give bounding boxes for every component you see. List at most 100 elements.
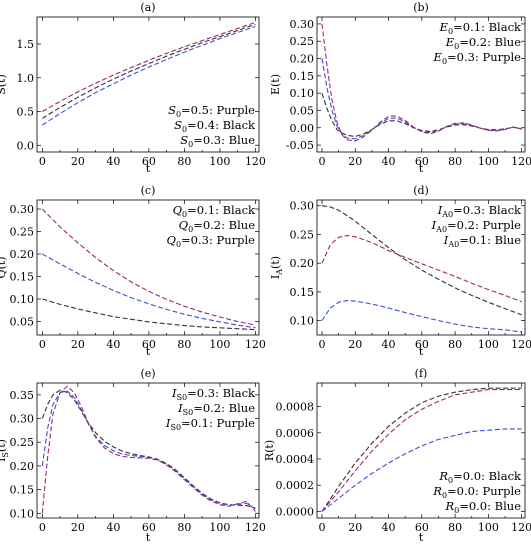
series-line-blue [41, 390, 256, 510]
x-axis-label: t [419, 345, 424, 358]
x-axis-label: t [419, 531, 424, 544]
y-tick-label: 0.35 [10, 389, 35, 402]
series-line-black [321, 205, 522, 316]
y-tick-label: 0.10 [290, 87, 315, 100]
legend-entry: IA0=0.3: Black [437, 203, 522, 219]
x-tick-label: 100 [209, 155, 230, 168]
y-tick-label: 0.20 [290, 257, 315, 270]
x-tick-label: 100 [209, 338, 230, 351]
y-tick-label: 0.05 [290, 104, 315, 117]
legend-entry: E0=0.2: Blue [445, 35, 521, 51]
legend-entry: S0=0.5: Purple [168, 103, 255, 119]
x-tick-label: 0 [39, 155, 46, 168]
plot-frame [36, 199, 260, 336]
panel-title: (b) [413, 1, 429, 14]
x-axis-label: t [146, 162, 151, 175]
x-tick-label: 40 [106, 521, 120, 534]
chart-panel-1: (a) 0 20 40 60 80 100 120 0.0 0.5 1.0 1.5 t S(t) S0=0.… [0, 1, 266, 175]
x-tick-label: 20 [348, 338, 362, 351]
x-tick-label: 120 [245, 521, 266, 534]
y-tick-label: 1.5 [17, 38, 35, 51]
x-tick-label: 120 [511, 338, 531, 351]
x-tick-label: 0 [39, 521, 46, 534]
x-tick-label: 120 [511, 521, 531, 534]
x-tick-label: 60 [142, 155, 156, 168]
plot-frame [316, 382, 526, 519]
x-tick-label: 40 [382, 521, 396, 534]
y-axis-label: IA(t) [269, 256, 284, 279]
y-tick-label: 0.0008 [276, 401, 315, 414]
y-tick-label: 0.0006 [276, 427, 315, 440]
x-tick-label: 100 [478, 338, 499, 351]
panel-title: (a) [140, 1, 155, 14]
panel-title: (c) [141, 184, 156, 197]
y-tick-label: 0.15 [290, 286, 315, 299]
y-axis-label: Q(t) [0, 256, 8, 278]
x-tick-label: 120 [245, 338, 266, 351]
x-tick-label: 0 [318, 521, 325, 534]
legend-entry: S0=0.4: Black [174, 118, 256, 134]
y-tick-label: 0.30 [10, 203, 35, 216]
y-tick-label: 0.20 [290, 53, 315, 66]
y-tick-label: 0.20 [10, 248, 35, 261]
series-line-blue [42, 253, 256, 329]
y-tick-label: 0.30 [10, 413, 35, 426]
legend-entry: R0=0.0: Blue [444, 499, 521, 515]
series-line-purple [42, 21, 256, 112]
series-line-blue [42, 25, 256, 126]
y-tick-label: 0.15 [10, 484, 35, 497]
x-axis-label: t [419, 162, 424, 175]
x-tick-label: 0 [318, 155, 325, 168]
y-axis-label: S(t) [0, 74, 8, 95]
series-line-black [321, 387, 522, 512]
legend-entry: E0=0.1: Black [439, 20, 522, 36]
series-line-purple [321, 389, 522, 512]
chart-panel-5: (e) 0 20 40 60 80 100 120 0.10 0.15 0.20 0.25 0.30 0.… [0, 367, 266, 544]
legend-entry: IS0=0.3: Black [171, 386, 256, 402]
y-tick-label: 0.30 [290, 200, 315, 213]
x-tick-label: 20 [348, 521, 362, 534]
x-tick-label: 60 [142, 521, 156, 534]
series-line-black [42, 23, 256, 119]
y-tick-label: 0.0002 [276, 479, 315, 492]
y-tick-label: 0.15 [290, 70, 315, 83]
x-tick-label: 100 [209, 521, 230, 534]
x-tick-label: 80 [177, 338, 191, 351]
y-tick-label: 0.0004 [276, 453, 315, 466]
x-tick-label: 20 [71, 521, 85, 534]
y-axis-label: IS(t) [0, 439, 10, 462]
series-line-blue [321, 428, 522, 512]
legend-entry: S0=0.3: Blue [180, 133, 255, 149]
series-line-black [41, 389, 256, 509]
series-line-blue [321, 299, 522, 333]
y-axis-label: R(t) [263, 440, 276, 461]
legend-entry: IS0=0.1: Purple [165, 416, 255, 432]
y-tick-label: 0.10 [10, 507, 35, 520]
y-tick-label: 1.0 [17, 72, 35, 85]
x-tick-label: 40 [106, 155, 120, 168]
chart-panel-2: (b) 0 20 40 60 80 100 120 -0.05 0.00 0.05 0.10 0.15 0… [269, 1, 531, 175]
x-tick-label: 100 [478, 521, 499, 534]
legend-entry: IA0=0.2: Purple [431, 218, 522, 234]
x-tick-label: 20 [348, 155, 362, 168]
y-tick-label: 0.05 [10, 316, 35, 329]
chart-panel-4: (d) 0 20 40 60 80 100 120 0.10 0.15 0.20 0.25 0.30 t I… [269, 184, 531, 358]
x-tick-label: 80 [448, 338, 462, 351]
series-line-purple [321, 235, 522, 303]
y-tick-label: 0.20 [10, 460, 35, 473]
x-tick-label: 0 [39, 338, 46, 351]
series-line-purple [41, 208, 256, 326]
x-tick-label: 60 [415, 521, 429, 534]
plot-frame [36, 16, 260, 153]
series-line-blue [321, 58, 522, 140]
series-line-purple [321, 23, 522, 142]
legend-entry: R0=0.0: Purple [432, 484, 521, 500]
x-axis-label: t [146, 531, 151, 544]
y-tick-label: 0.30 [290, 18, 315, 31]
plot-frame [36, 382, 260, 519]
y-tick-label: 0.10 [10, 293, 35, 306]
x-tick-label: 60 [142, 338, 156, 351]
y-tick-label: 0.25 [10, 436, 35, 449]
y-tick-label: 0.5 [17, 106, 35, 119]
